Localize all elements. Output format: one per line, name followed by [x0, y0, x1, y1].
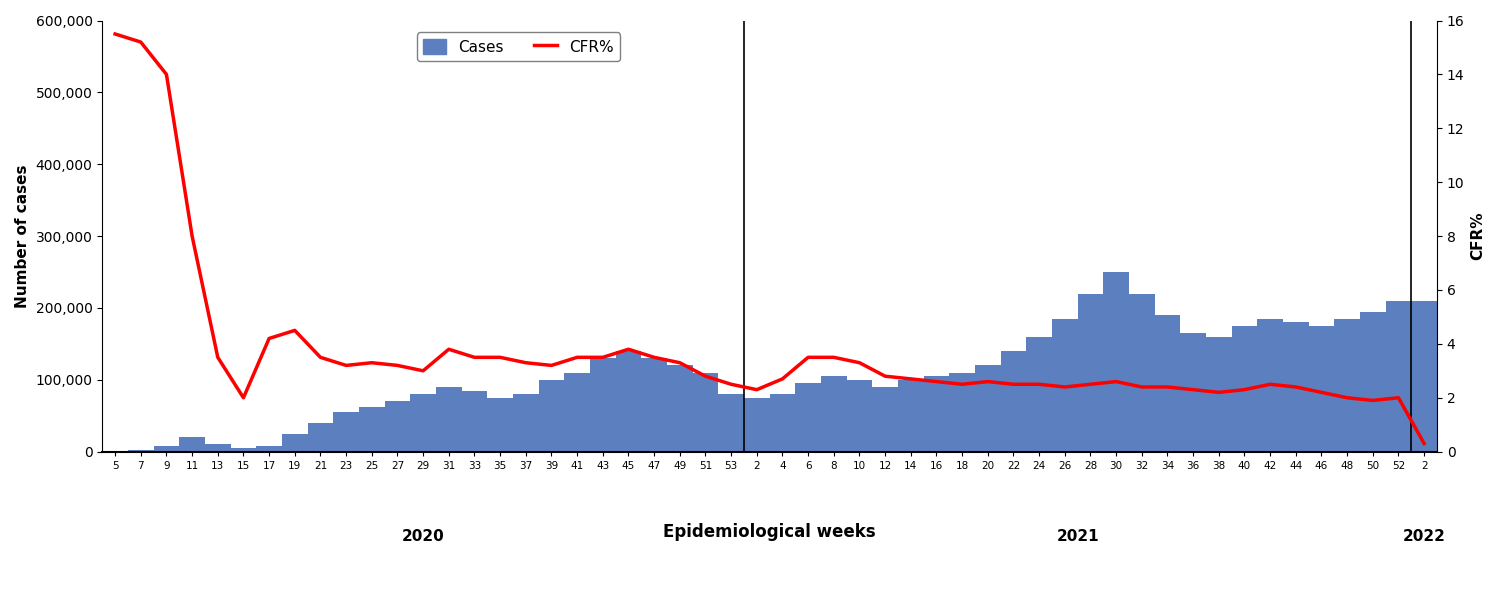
Bar — [1180, 333, 1206, 451]
Bar — [1104, 272, 1130, 451]
Bar — [1232, 326, 1257, 451]
Bar — [924, 376, 950, 451]
Bar — [693, 373, 718, 451]
Bar — [564, 373, 590, 451]
Bar — [898, 380, 924, 451]
Bar — [488, 398, 513, 451]
Bar — [950, 373, 975, 451]
Bar — [308, 423, 333, 451]
Bar — [1412, 300, 1437, 451]
Text: 2020: 2020 — [402, 529, 444, 545]
Bar — [821, 376, 846, 451]
Bar — [1026, 337, 1051, 451]
Bar — [642, 358, 668, 451]
Bar — [873, 387, 898, 451]
Bar — [1282, 322, 1308, 451]
Bar — [358, 407, 384, 451]
Text: 2021: 2021 — [1056, 529, 1100, 545]
Bar — [1308, 326, 1335, 451]
Bar — [975, 365, 1000, 451]
Bar — [668, 365, 693, 451]
Bar — [1335, 319, 1360, 451]
Bar — [513, 394, 538, 451]
Y-axis label: Number of cases: Number of cases — [15, 164, 30, 308]
Bar — [590, 358, 615, 451]
Bar — [333, 412, 358, 451]
Bar — [795, 383, 820, 451]
Bar — [744, 398, 770, 451]
Bar — [411, 394, 436, 451]
Bar — [153, 446, 180, 451]
Bar — [1155, 315, 1180, 451]
Bar — [384, 401, 411, 451]
Bar — [231, 448, 256, 451]
Bar — [1257, 319, 1282, 451]
Bar — [846, 380, 873, 451]
X-axis label: Epidemiological weeks: Epidemiological weeks — [663, 523, 876, 542]
Bar — [1077, 293, 1104, 451]
Bar — [206, 445, 231, 451]
Bar — [1360, 311, 1386, 451]
Legend: Cases, CFR%: Cases, CFR% — [417, 32, 620, 61]
Bar — [770, 394, 795, 451]
Bar — [538, 380, 564, 451]
Bar — [436, 387, 462, 451]
Bar — [615, 351, 642, 451]
Bar — [718, 394, 744, 451]
Bar — [256, 446, 282, 451]
Bar — [128, 450, 153, 451]
Bar — [1000, 351, 1026, 451]
Bar — [1130, 293, 1155, 451]
Bar — [1206, 337, 1231, 451]
Bar — [462, 391, 488, 451]
Bar — [180, 438, 206, 451]
Bar — [282, 434, 308, 451]
Y-axis label: CFR%: CFR% — [1470, 212, 1485, 260]
Bar — [1052, 319, 1077, 451]
Bar — [1386, 300, 1411, 451]
Text: 2022: 2022 — [1402, 529, 1446, 545]
